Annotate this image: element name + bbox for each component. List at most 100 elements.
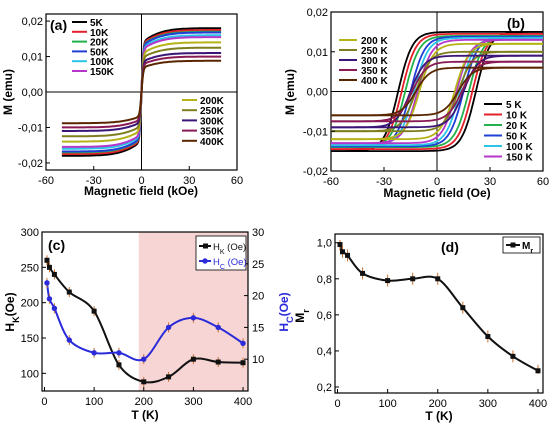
legend-label: 350K xyxy=(200,127,225,138)
data-point xyxy=(345,252,351,258)
x-axis-label: T (K) xyxy=(425,409,452,423)
panel-d: 0 100 200 300 400 0,2 0,4 0,6 0,8 1,0 Mr (d) T (K… xyxy=(293,233,547,423)
x-tick-label: 0 xyxy=(334,398,340,410)
x-axis-label: Magnetic field (Oe) xyxy=(383,186,490,200)
legend-label: 20 K xyxy=(506,121,528,132)
series-branch-down-200K xyxy=(331,42,543,141)
data-point xyxy=(66,289,72,295)
data-point xyxy=(435,276,441,282)
y-tick-label: 0,01 xyxy=(22,52,43,64)
legend-label: 100K xyxy=(90,57,115,68)
x-tick-label: 400 xyxy=(234,396,252,408)
data-point xyxy=(215,324,221,331)
data-point xyxy=(190,315,197,321)
legend-label: 300 K xyxy=(361,56,388,67)
data-point xyxy=(460,305,466,311)
data-point xyxy=(66,337,73,343)
x-tick-label: 200 xyxy=(429,398,447,410)
legend-label: HK (Oe) xyxy=(213,242,246,256)
y-tick-label: 250 xyxy=(21,262,39,274)
legend-label: 5K xyxy=(90,18,104,29)
panel-a: -60 -30 0 30 60-0,02-0,010,000,010,02 5K10K2… xyxy=(1,13,243,198)
y-tick-label-right: 10 xyxy=(252,354,264,366)
x-tick-label: 100 xyxy=(85,396,103,408)
x-tick-label: 300 xyxy=(184,396,202,408)
legend-label: 150K xyxy=(90,67,115,78)
series-branch-down-250K xyxy=(331,50,543,133)
legend-marker xyxy=(510,242,516,248)
data-point xyxy=(91,350,97,356)
panel-b: -60 -30 0 30 60-0,02-0,010,000,010,02 200 K2… xyxy=(283,7,549,200)
x-tick-label: 0 xyxy=(138,175,144,187)
data-point xyxy=(485,334,491,340)
y-tick-label: 0,02 xyxy=(22,16,43,28)
legend-label: 150 K xyxy=(506,153,533,164)
y-tick-label: 0,00 xyxy=(307,87,328,99)
x-tick-label: 60 xyxy=(231,175,243,187)
x-tick-label: -30 xyxy=(376,176,392,188)
legend-marker xyxy=(202,258,208,264)
data-point xyxy=(190,356,196,362)
legend-box xyxy=(195,235,247,271)
panel-label: (b) xyxy=(507,15,525,31)
panel-label: (d) xyxy=(441,239,459,255)
series-branch-down-100K xyxy=(331,36,543,147)
y-tick-label-right: 15 xyxy=(252,322,264,334)
legend-label: 50K xyxy=(90,47,109,58)
data-point xyxy=(215,359,221,365)
y-axis-label-left: HK(Oe) xyxy=(3,292,21,331)
data-point xyxy=(46,296,53,302)
y-tick-label: 200 xyxy=(21,298,39,310)
x-axis-label: Magnetic field (kOe) xyxy=(84,184,198,198)
plot-frame xyxy=(334,233,544,394)
legend-label: 5 K xyxy=(506,100,522,111)
y-tick-label: 100 xyxy=(21,368,39,380)
panel-label: (a) xyxy=(50,17,67,33)
series-branch-down-400K xyxy=(331,66,543,117)
y-axis-label: M (emu) xyxy=(283,69,297,115)
plot-frame xyxy=(41,231,249,392)
legend-box xyxy=(502,236,541,254)
data-point xyxy=(51,305,58,312)
y-tick-label: -0,01 xyxy=(18,122,43,134)
y-tick-label: 0,4 xyxy=(317,346,332,358)
y-tick-label-right: 20 xyxy=(252,291,264,303)
data-point xyxy=(166,374,172,380)
data-point xyxy=(385,278,391,284)
y-tick-label: -0,01 xyxy=(303,126,328,138)
y-axis-label-right: HC(Oe) xyxy=(277,292,295,331)
legend-label: 200 K xyxy=(361,36,388,47)
series-branch-down-10K xyxy=(331,33,543,150)
data-point xyxy=(141,356,147,362)
series-branch-down-150K xyxy=(331,38,543,145)
y-tick-label-right: 30 xyxy=(252,227,264,239)
data-point xyxy=(46,264,52,270)
y-tick-label: 0,6 xyxy=(317,310,332,322)
legend-label: 400 K xyxy=(361,76,388,87)
y-tick-label: 0,00 xyxy=(22,87,43,99)
data-point xyxy=(240,340,246,346)
data-point xyxy=(165,324,172,331)
data-point xyxy=(141,379,147,385)
x-tick-label: 0 xyxy=(41,396,47,408)
x-axis-label: T (K) xyxy=(131,408,158,422)
y-tick-label: -0,02 xyxy=(18,158,43,170)
legend-label: HC (Oe) xyxy=(213,257,247,271)
data-point xyxy=(51,271,57,277)
x-tick-label: 30 xyxy=(484,176,496,188)
x-tick-label: 200 xyxy=(135,396,153,408)
legend-label: 10K xyxy=(90,28,109,39)
y-tick-label: 0,01 xyxy=(307,47,328,59)
y-axis-label: M (emu) xyxy=(1,69,15,115)
legend-label: 300K xyxy=(200,116,225,127)
x-tick-label: 400 xyxy=(529,398,547,410)
series-line-400K xyxy=(61,59,222,125)
y-tick-label: -0,02 xyxy=(303,166,328,178)
data-point xyxy=(535,368,541,374)
panel-c: 0 100 200 300 400 100 150 200 250 300 10 15 20 25 30 H… xyxy=(3,227,295,422)
series-branch-down-50K xyxy=(331,35,543,148)
data-point xyxy=(410,276,416,282)
data-point xyxy=(360,270,366,276)
x-tick-label: 60 xyxy=(537,176,549,188)
